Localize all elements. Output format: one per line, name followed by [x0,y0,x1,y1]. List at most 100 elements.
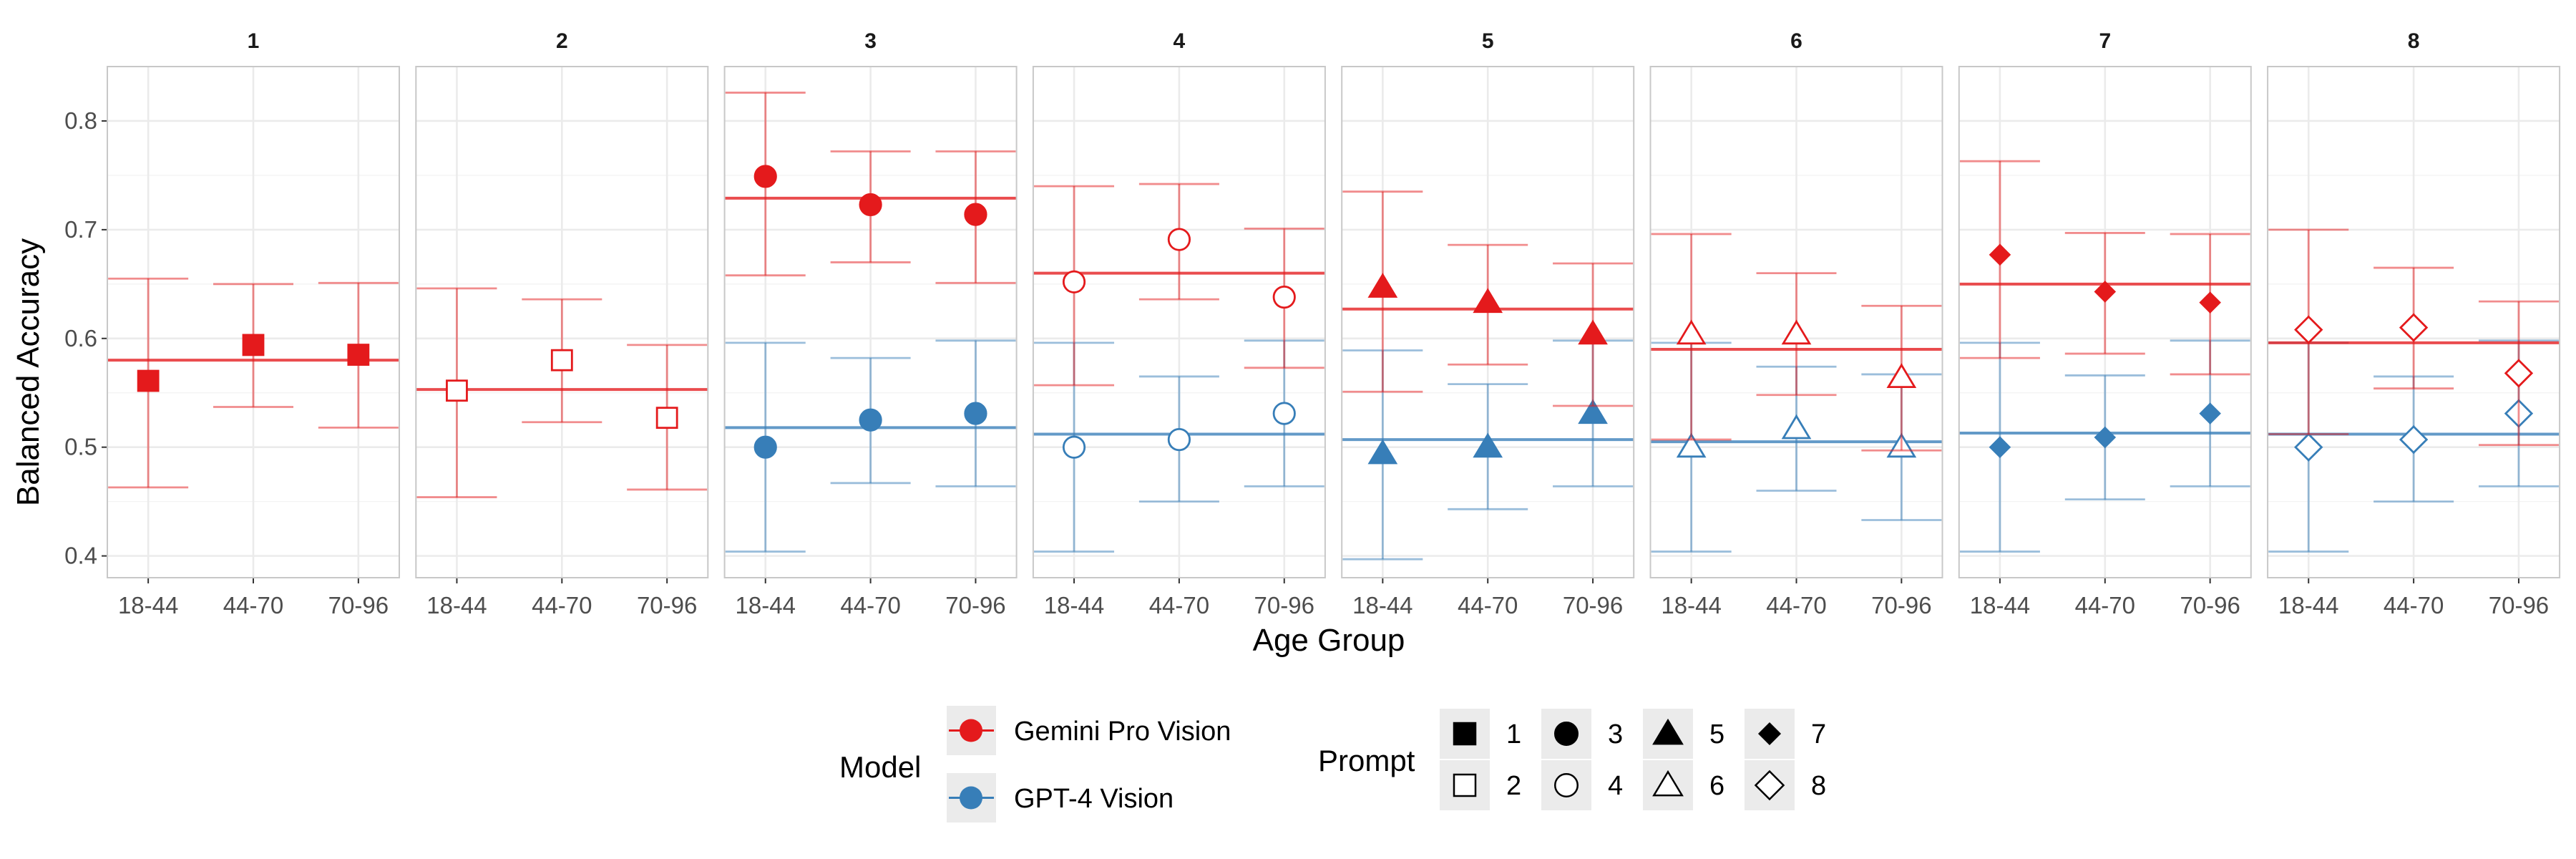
data-point [1367,273,1398,298]
data-point [859,408,882,432]
series-gemini-pro-vision [107,277,399,489]
x-tick-label: 70-96 [328,592,389,618]
legend-shape [1652,718,1684,745]
x-tick-label: 44-70 [840,592,900,618]
legend-prompt-label: 8 [1811,771,1826,801]
data-point [2094,426,2117,449]
x-tick-label: 18-44 [1970,592,2030,618]
x-axis-title: Age Group [1253,623,1405,658]
legend-dot [960,719,982,742]
data-point [1062,435,1086,459]
x-tick-label: 70-96 [945,592,1005,618]
data-point [1272,402,1296,425]
series-gemini-pro-vision [1958,160,2251,376]
data-point [859,193,882,217]
data-point [2504,359,2534,388]
series-gpt4-vision [724,339,1017,553]
facet-label: 2 [556,29,568,53]
legend-prompt-label: 3 [1608,719,1623,749]
x-tick-label: 70-96 [2489,592,2549,618]
panel-border [107,66,400,578]
legend-dot [960,786,982,810]
data-point [655,407,678,430]
y-axis-title: Balanced Accuracy [11,238,46,506]
y-tick-label: 0.7 [64,216,97,243]
data-point [1062,270,1086,293]
data-point [1272,285,1296,309]
legend-model-gpt4: GPT-4 Vision [947,773,1174,822]
legend-prompt-label: 2 [1506,771,1521,801]
legend-prompt-label: 6 [1709,771,1724,801]
facet-label: 7 [2099,29,2111,53]
series-gemini-pro-vision [2268,228,2560,447]
facet-panel-8: 8 18-44 44-70 70-96 [2267,29,2561,618]
legend-prompt-6: 6 [1643,760,1724,810]
x-tick-label: 44-70 [1149,592,1209,618]
x-tick-label: 70-96 [1563,592,1623,618]
panel-border [1649,66,1943,578]
y-tick-label: 0.8 [64,107,97,134]
data-point [1473,432,1503,458]
data-point [1781,319,1812,345]
data-point [2199,291,2221,314]
legend-prompt-2: 2 [1440,760,1521,810]
legend-prompt-3: 3 [1541,709,1623,759]
facet-panel-7: 7 18-44 44-70 70-96 [1958,29,2252,618]
legend-prompt-8: 8 [1745,760,1826,810]
x-tick-label: 70-96 [2180,592,2240,618]
data-point [347,344,370,366]
data-point [2294,432,2323,462]
data-point [242,334,265,356]
x-tick-label: 18-44 [118,592,178,618]
x-tick-label: 18-44 [736,592,796,618]
legend-prompt-7: 7 [1745,709,1826,759]
data-point [1989,243,2011,266]
legend-shape [1554,722,1579,746]
series-gpt4-vision [1033,339,1325,553]
data-point [2094,281,2117,303]
series-gemini-pro-vision [1033,183,1325,387]
facet-panel-3: 3 18-44 44-70 70-96 [723,29,1018,618]
x-tick-label: 18-44 [2278,592,2338,618]
data-point [550,349,573,372]
x-tick-label: 44-70 [532,592,592,618]
data-point [2294,315,2323,344]
panel-border [2267,66,2561,578]
legend-model-title: Model [839,750,921,784]
data-point [1578,399,1608,424]
panel-border [1341,66,1635,578]
facet-panel-2: 2 18-44 44-70 70-96 [415,29,709,618]
x-tick-label: 18-44 [426,592,487,618]
legend-shape [1652,770,1684,797]
data-point [2399,313,2429,342]
facet-label: 5 [1482,29,1494,53]
x-tick-label: 44-70 [2384,592,2444,618]
data-point [137,369,160,392]
legend-model-gemini: Gemini Pro Vision [947,706,1231,755]
series-gemini-pro-vision [1342,190,1634,407]
legend-model-label: GPT-4 Vision [1014,784,1174,814]
data-point [1989,436,2011,458]
data-point [446,379,468,402]
data-point [2199,402,2221,424]
legend-prompt-label: 4 [1608,771,1623,801]
facet-panel-1: 1 18-44 44-70 70-96 0.4 0.5 0.6 0.7 0.8 [64,29,400,618]
legend-prompt-label: 7 [1811,719,1826,749]
series-gemini-pro-vision [1650,233,1943,452]
x-tick-label: 18-44 [1661,592,1721,618]
legend-prompt-1: 1 [1440,709,1521,759]
y-tick-label: 0.5 [64,434,97,460]
legend-prompt-4: 4 [1541,760,1623,810]
facet-panel-6: 6 18-44 44-70 70-96 [1649,29,1943,618]
y-tick-label: 0.6 [64,325,97,351]
panel-border [415,66,709,578]
data-point [2399,424,2429,455]
y-tick-label: 0.4 [64,543,97,569]
data-point [1167,228,1191,251]
x-tick-label: 44-70 [1458,592,1518,618]
facet-label: 3 [864,29,877,53]
data-point [1781,414,1812,440]
facet-label: 8 [2408,29,2420,53]
x-tick-label: 44-70 [1766,592,1826,618]
